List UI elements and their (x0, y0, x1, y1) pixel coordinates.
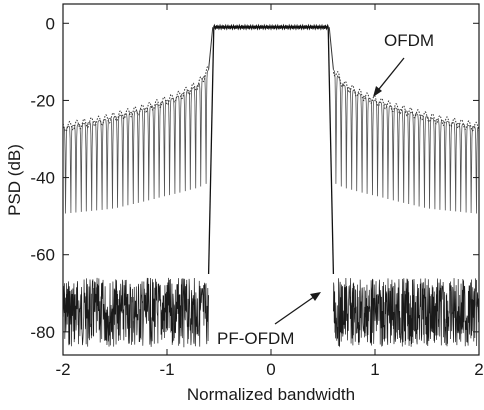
annotation-pf-ofdm-arrow (274, 293, 319, 325)
y-tick-label: -40 (30, 169, 55, 188)
x-tick-label: -1 (159, 360, 174, 379)
y-axis-label: PSD (dB) (5, 144, 24, 216)
x-tick-label: 1 (370, 360, 379, 379)
x-tick-label: -2 (55, 360, 70, 379)
x-axis-label: Normalized bandwidth (187, 385, 355, 404)
annotation-ofdm-arrow (374, 57, 405, 95)
y-tick-label: 0 (46, 14, 55, 33)
annotation-ofdm-arrowhead (373, 86, 382, 97)
annotation-pf-ofdm: PF-OFDM (217, 329, 294, 348)
y-tick-label: -20 (30, 91, 55, 110)
plot-content (63, 23, 479, 348)
y-tick-label: -80 (30, 323, 55, 342)
left-transition-edge (207, 27, 215, 275)
y-tick-label: -60 (30, 246, 55, 265)
inband-flat-response (213, 23, 329, 31)
ofdm-left-edge (208, 27, 214, 70)
right-transition-edge (327, 27, 335, 275)
pf-ofdm-stopband (63, 277, 479, 348)
x-tick-label: 0 (266, 360, 275, 379)
ofdm-sidelobes (63, 69, 479, 214)
ofdm-envelope (63, 65, 479, 133)
annotation-ofdm: OFDM (384, 31, 434, 50)
ofdm-right-edge (328, 27, 334, 70)
x-tick-label: 2 (474, 360, 483, 379)
axis-ticks: -2 -1 0 1 2 0 -20 -40 -60 -80 (30, 4, 484, 379)
annotation-pf-ofdm-arrowhead (310, 292, 321, 301)
